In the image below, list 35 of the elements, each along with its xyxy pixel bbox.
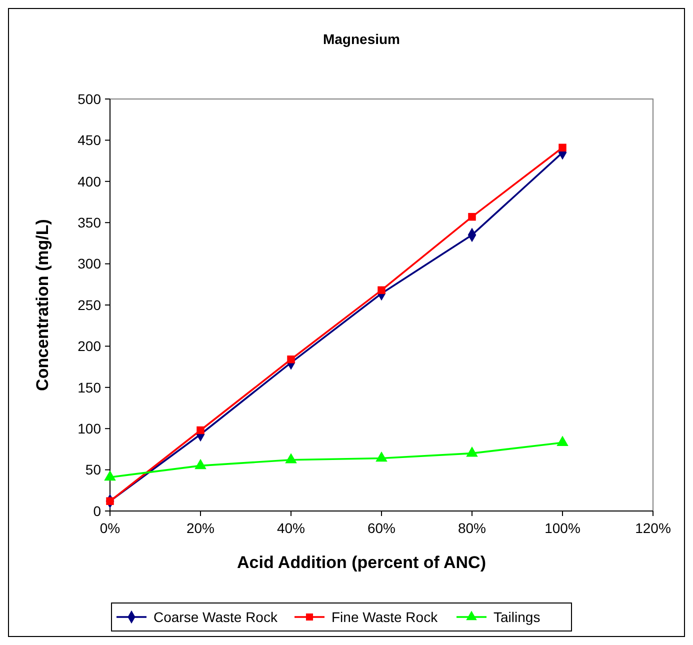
y-tick-label: 50	[85, 462, 102, 478]
chart-title: Magnesium	[322, 31, 400, 47]
point	[466, 446, 478, 457]
x-tick-label: 0%	[100, 520, 120, 536]
y-tick-label: 500	[78, 90, 102, 107]
point	[378, 286, 386, 294]
y-tick-label: 200	[78, 338, 102, 354]
point	[468, 212, 476, 221]
y-axis-title: Concentration (mg/L)	[33, 219, 52, 391]
y-tick-label: 450	[78, 132, 102, 148]
x-tick-label: 60%	[367, 520, 396, 536]
point	[287, 356, 295, 364]
point	[196, 426, 204, 434]
point	[104, 470, 116, 481]
legend-label: Tailings	[494, 608, 540, 625]
x-tick-label: 120%	[635, 520, 671, 536]
point	[285, 453, 297, 464]
x-tick-label: 40%	[276, 520, 306, 536]
x-axis-title: Acid Addition (percent of ANC)	[237, 553, 486, 572]
y-tick-label: 250	[78, 296, 102, 313]
y-tick-label: 100	[78, 420, 102, 436]
y-tick-label: 350	[78, 214, 102, 230]
y-tick-label: 300	[78, 256, 102, 272]
x-tick-label: 80%	[458, 520, 486, 536]
point	[376, 451, 388, 462]
x-tick-label: 20%	[186, 520, 215, 536]
point	[558, 144, 566, 152]
point	[194, 458, 206, 470]
legend-label: Fine Waste Rock	[332, 608, 439, 625]
point	[556, 436, 568, 446]
y-tick-label: 400	[78, 173, 102, 190]
y-tick-label: 150	[78, 379, 102, 396]
y-tick-label: 0	[93, 502, 102, 519]
legend-label: Coarse Waste Rock	[154, 608, 278, 625]
x-tick-label: 100%	[544, 520, 580, 536]
